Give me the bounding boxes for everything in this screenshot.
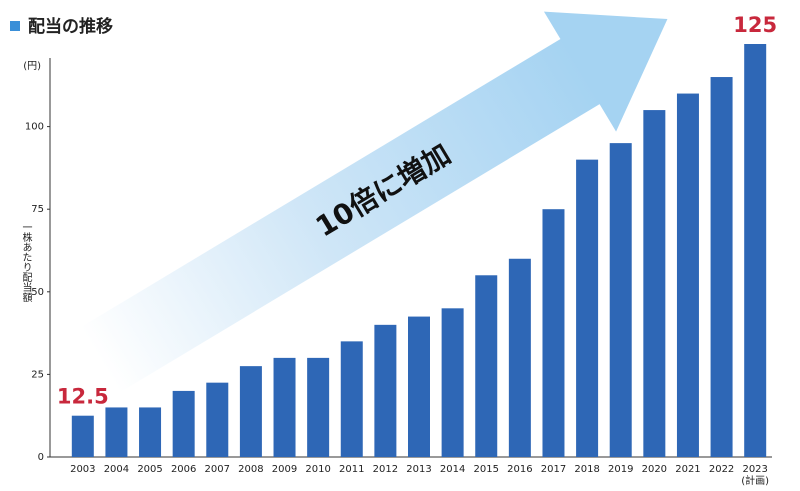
x-tick-label: 2006 xyxy=(171,464,196,475)
y-axis-label: 一株あたり配当額 xyxy=(20,222,32,303)
x-tick-label: 2013 xyxy=(406,464,431,475)
bar xyxy=(508,258,531,457)
bar xyxy=(744,44,767,457)
x-tick-label: 2005 xyxy=(137,464,162,475)
x-tick-label: 2004 xyxy=(104,464,129,475)
x-tick-label: 2020 xyxy=(642,464,667,475)
value-label: 125 xyxy=(733,13,777,37)
arrow-shaft xyxy=(80,37,602,393)
bar xyxy=(139,407,162,457)
x-tick-label: 2010 xyxy=(305,464,330,475)
y-tick-label: 100 xyxy=(25,122,44,133)
x-tick-label: 2011 xyxy=(339,464,364,475)
bar xyxy=(340,341,363,457)
bar xyxy=(676,93,699,457)
bar xyxy=(441,308,464,457)
bar xyxy=(710,77,733,457)
y-tick-label: 0 xyxy=(38,452,44,463)
bar xyxy=(542,209,565,457)
x-tick-label: 2018 xyxy=(574,464,599,475)
arrow-head xyxy=(543,11,668,132)
bar xyxy=(71,415,94,457)
bar xyxy=(576,159,599,457)
plan-note: (計画) xyxy=(741,474,769,487)
bar xyxy=(609,143,632,457)
x-tick-label: 2009 xyxy=(272,464,297,475)
bar xyxy=(475,275,498,457)
bar xyxy=(307,357,330,457)
bar xyxy=(206,382,229,457)
y-tick-label: 25 xyxy=(31,369,44,380)
bar xyxy=(105,407,128,457)
x-tick-label: 2007 xyxy=(205,464,230,475)
value-label: 12.5 xyxy=(57,385,109,409)
bar xyxy=(643,110,666,457)
bar xyxy=(374,324,397,457)
bar xyxy=(239,366,262,457)
y-tick-label: 75 xyxy=(31,204,44,215)
y-unit: (円) xyxy=(23,61,41,72)
x-tick-label: 2003 xyxy=(70,464,95,475)
x-tick-label: 2019 xyxy=(608,464,633,475)
x-tick-label: 2022 xyxy=(709,464,734,475)
x-tick-label: 2015 xyxy=(474,464,499,475)
x-tick-label: 2016 xyxy=(507,464,532,475)
x-tick-label: 2021 xyxy=(675,464,700,475)
bar xyxy=(172,390,195,457)
y-tick-label: 50 xyxy=(31,287,44,298)
x-tick-label: 2023 xyxy=(742,464,767,475)
x-tick-label: 2017 xyxy=(541,464,566,475)
bar xyxy=(408,316,430,457)
bar xyxy=(273,357,296,457)
x-tick-label: 2014 xyxy=(440,464,465,475)
x-tick-label: 2008 xyxy=(238,464,263,475)
x-tick-label: 2012 xyxy=(373,464,398,475)
title-marker xyxy=(10,21,20,31)
chart-title: 配当の推移 xyxy=(28,16,113,37)
